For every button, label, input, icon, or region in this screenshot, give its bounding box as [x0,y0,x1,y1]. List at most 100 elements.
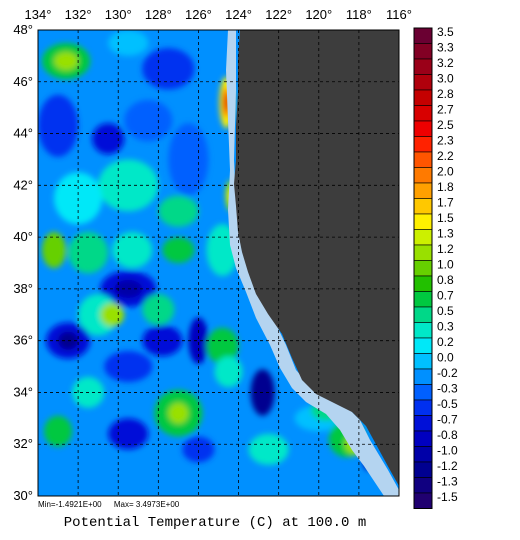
temperature-patch [188,317,209,364]
temperature-patch [142,294,175,326]
longitude-label: 116° [386,7,412,22]
longitude-label: 126° [185,7,212,22]
colorbar-label: 1.5 [437,211,454,225]
colorbar-swatch [413,167,433,184]
colorbar-label: -0.5 [437,397,458,411]
temperature-patch [142,48,195,90]
temperature-patch [248,433,289,465]
colorbar-swatch [413,136,433,153]
temperature-patch [104,351,153,383]
colorbar-label: 0.5 [437,304,454,318]
land-mass [234,30,399,486]
graticule [38,30,399,496]
colorbar-frame [413,27,433,509]
temperature-patch [44,415,73,447]
colorbar-swatch [413,446,433,463]
colorbar-swatch [413,430,433,447]
colorbar-label: 1.0 [437,258,454,272]
colorbar-label: 2.8 [437,87,454,101]
temperature-patch [92,123,125,155]
colorbar-swatch [413,182,433,199]
colorbar-swatch [413,74,433,91]
temperature-patch [142,325,183,357]
temperature-patch [68,231,109,274]
longitude-label: 134° [25,7,52,22]
colorbar-swatch [413,399,433,416]
latitude-labels: 48° 46° 44° 42° 40° 38° 36° 34° 32° 30° [13,22,33,503]
colorbar-label: -0.8 [437,428,458,442]
colorbar-swatch [413,229,433,246]
colorbar-label: 2.0 [437,165,454,179]
temperature-patch [214,356,243,388]
min-value: Min=-1.4921E+00 [38,500,102,509]
temperature-patch [100,303,125,327]
colorbar-swatch [413,477,433,494]
colorbar-label: 0.3 [437,320,454,334]
colorbar-label: 1.8 [437,180,454,194]
colorbar-swatch [413,306,433,323]
colorbar-label: 3.5 [437,25,454,39]
latitude-label: 32° [13,436,33,451]
longitude-label: 120° [305,7,332,22]
colorbar-label: 0.0 [437,351,454,365]
temperature-patch [182,436,215,463]
colorbar-swatch [413,58,433,75]
min-max-readout: Min=-1.4921E+00 Max= 3.4973E+00 [38,500,179,509]
latitude-label: 40° [13,229,33,244]
colorbar-label: 2.7 [437,103,454,117]
colorbar-swatch [413,151,433,168]
colorbar-swatch [413,89,433,106]
colorbar-label: 0.2 [437,335,454,349]
colorbar-swatch [413,120,433,137]
colorbar-swatch [413,291,433,308]
colorbar-swatch [413,337,433,354]
colorbar-swatch [413,368,433,385]
longitude-label: 132° [65,7,92,22]
temperature-patch [108,418,149,450]
colorbar-swatch [413,275,433,292]
latitude-label: 38° [13,281,33,296]
temperature-patch [38,94,79,157]
temperature-patch [206,327,239,364]
temperature-patch [124,99,173,142]
colorbar: 3.5 3.33.2 3.02.8 2.72.5 2.32.2 2.01.8 1.71.5 1… [413,25,458,509]
latitude-label: 30° [13,488,33,503]
colorbar-label: 0.7 [437,289,454,303]
colorbar-label: 0.8 [437,273,454,287]
temperature-patch [42,231,67,269]
colorbar-swatch [413,105,433,122]
latitude-label: 44° [13,126,33,141]
temperature-patch [112,231,153,269]
temperature-field [38,30,375,471]
latitude-label: 48° [13,22,33,37]
colorbar-swatch [413,353,433,370]
colorbar-label: 2.3 [437,134,454,148]
colorbar-swatch [413,461,433,478]
colorbar-label: 2.5 [437,118,454,132]
colorbar-label: -0.7 [437,413,458,427]
colorbar-label: 1.7 [437,196,454,210]
latitude-label: 34° [13,384,33,399]
colorbar-label: 3.3 [437,41,454,55]
colorbar-label: -1.2 [437,459,458,473]
longitude-label: 124° [225,7,252,22]
colorbar-label: -1.3 [437,475,458,489]
colorbar-swatch [413,244,433,261]
temperature-patch [168,402,189,424]
continental-shelf [226,30,399,496]
colorbar-swatch [413,198,433,215]
temperature-patch [158,195,199,227]
longitude-label: 122° [265,7,292,22]
colorbar-label: 2.2 [437,149,454,163]
colorbar-label: -0.2 [437,366,458,380]
temperature-patch [168,123,209,196]
colorbar-swatch [413,384,433,401]
longitude-label: 128° [145,7,172,22]
colorbar-swatch [413,213,433,230]
colorbar-label: -1.0 [437,444,458,458]
colorbar-swatch [413,492,433,509]
max-value: Max= 3.4973E+00 [113,500,180,509]
latitude-label: 46° [13,74,33,89]
temperature-patch [162,237,195,263]
